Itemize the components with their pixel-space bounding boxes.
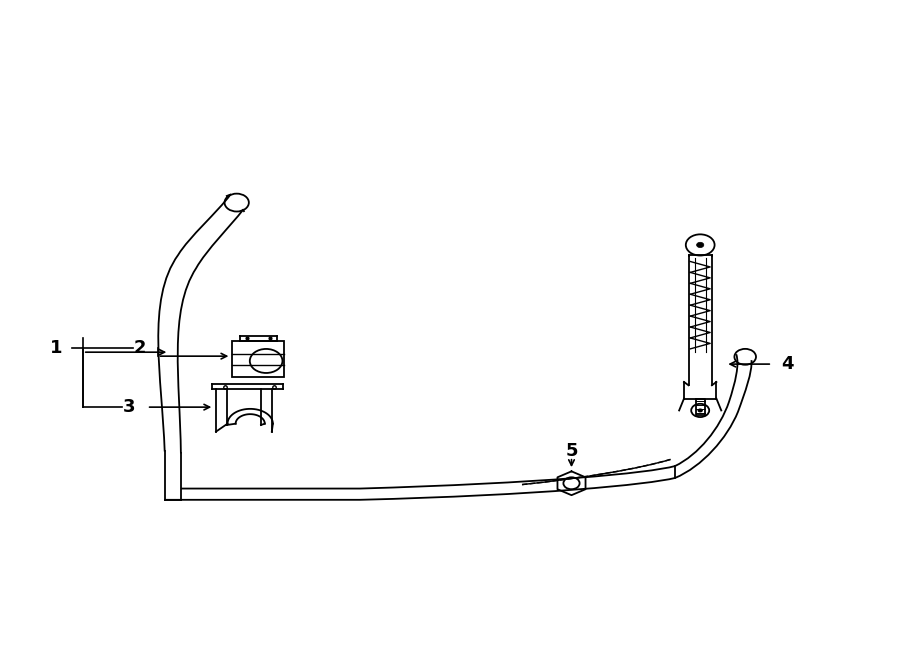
Circle shape bbox=[698, 408, 703, 412]
Text: 5: 5 bbox=[565, 442, 578, 461]
Text: 2: 2 bbox=[133, 338, 146, 357]
Text: 4: 4 bbox=[781, 355, 794, 373]
Text: 3: 3 bbox=[122, 398, 135, 416]
Circle shape bbox=[697, 242, 704, 248]
Text: 1: 1 bbox=[50, 338, 62, 357]
